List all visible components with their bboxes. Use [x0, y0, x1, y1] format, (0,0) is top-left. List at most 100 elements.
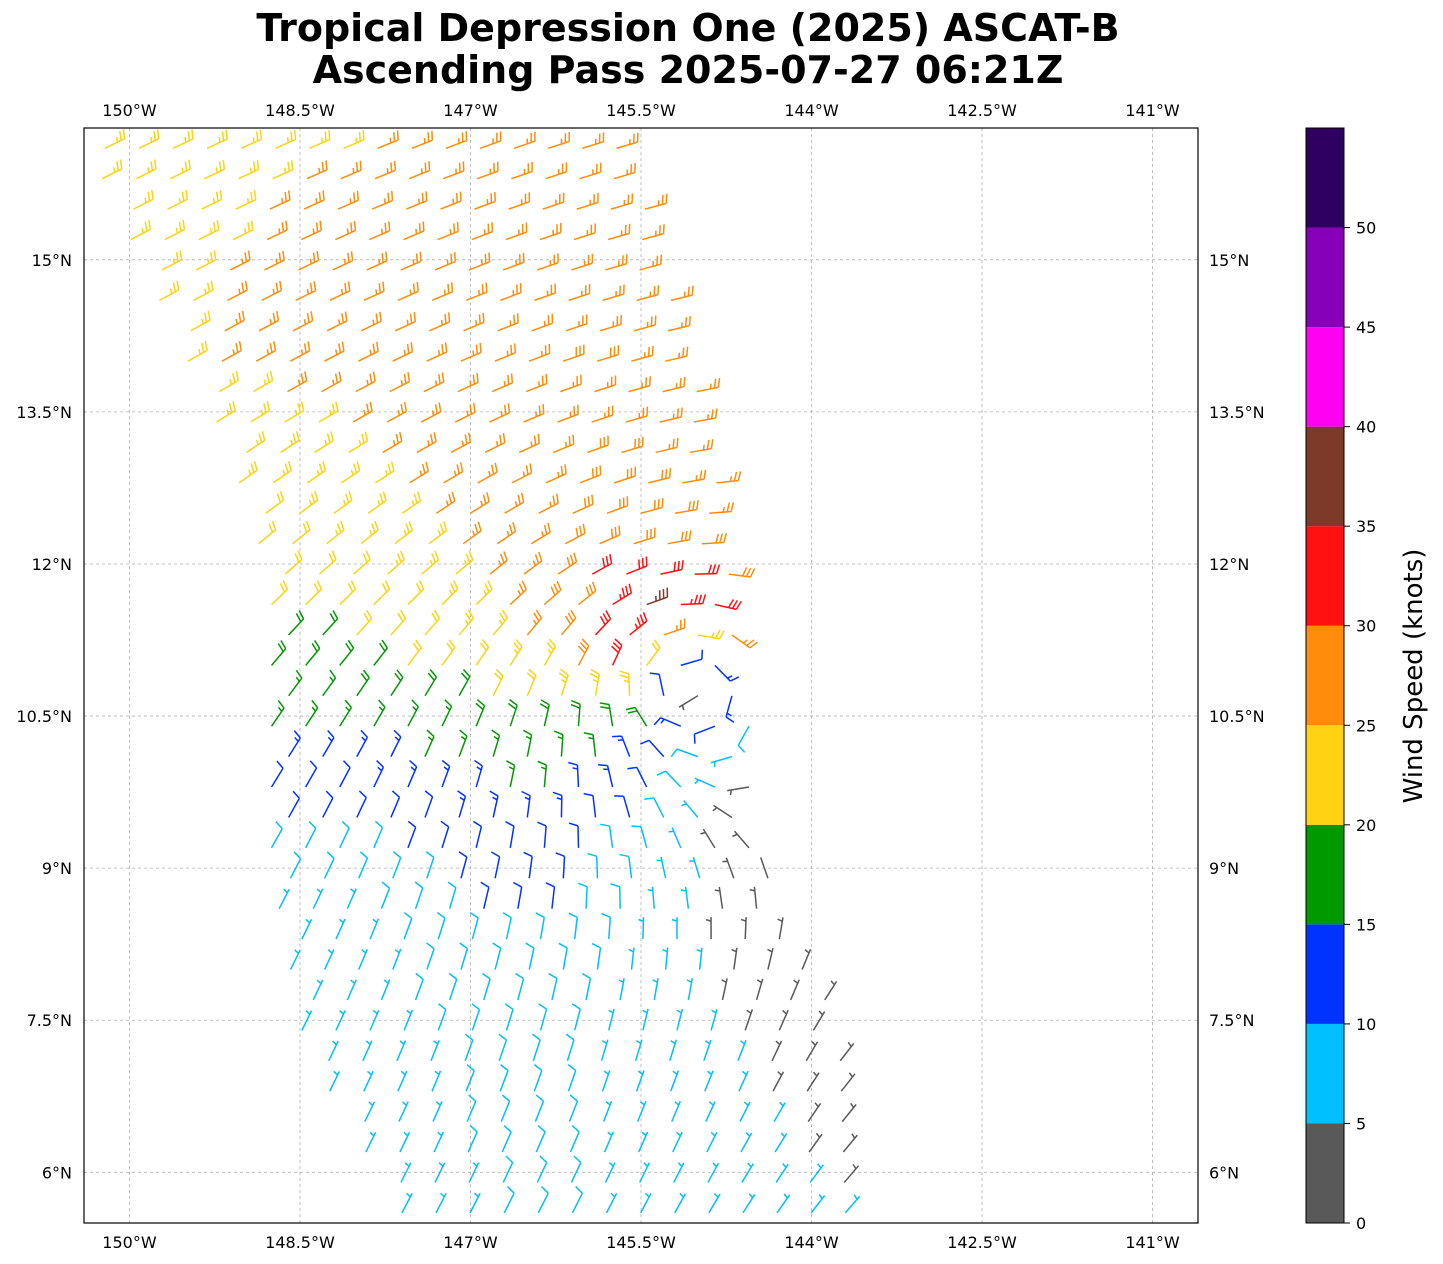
wind-barb	[497, 313, 519, 332]
wind-barb	[287, 371, 308, 393]
wind-barb	[539, 223, 562, 241]
wind-barb	[312, 888, 324, 910]
wind-barb	[639, 254, 663, 271]
wind-barb	[78, 99, 98, 118]
wind-barb	[270, 640, 287, 666]
wind-barb	[774, 1132, 788, 1153]
colorbar-bin	[1306, 1123, 1344, 1223]
wind-barbs	[78, 99, 861, 1214]
wind-barb	[568, 1094, 579, 1122]
wind-barb	[573, 223, 596, 241]
lon-tick-label-top: 141°W	[1125, 101, 1180, 120]
wind-barb	[411, 130, 434, 149]
wind-barb	[323, 851, 335, 879]
lat-tick-label-right: 7.5°N	[1209, 1011, 1254, 1030]
wind-barb	[238, 460, 258, 484]
wind-barb	[505, 222, 528, 241]
colorbar-bin	[1306, 625, 1344, 726]
wind-barb	[509, 638, 523, 666]
wind-barb	[406, 191, 428, 210]
wind-barb	[511, 463, 533, 484]
wind-barb	[538, 1003, 548, 1031]
wind-barb	[333, 491, 353, 514]
wind-barb	[275, 129, 297, 149]
wind-barb	[530, 522, 551, 545]
wind-barb	[441, 699, 453, 727]
wind-barb	[696, 377, 721, 393]
wind-barb	[377, 130, 399, 149]
wind-barb	[434, 1162, 446, 1183]
wind-barb	[633, 527, 656, 545]
wind-barb	[810, 1193, 826, 1214]
wind-barb	[587, 435, 609, 454]
wind-barb	[535, 1124, 546, 1153]
wind-barb	[537, 821, 547, 848]
wind-barb	[680, 649, 704, 667]
wind-barb	[636, 285, 660, 302]
wind-barb	[537, 760, 548, 788]
wind-barb	[460, 342, 482, 362]
colorbar-bin	[1306, 725, 1344, 825]
wind-barb	[771, 1040, 783, 1062]
wind-barb	[424, 609, 441, 636]
lon-tick-label-top: 145.5°W	[606, 101, 676, 120]
wind-barb	[390, 790, 401, 818]
wind-barb	[318, 550, 337, 575]
wind-barb	[503, 1185, 515, 1214]
wind-barb	[441, 759, 451, 788]
wind-barb	[369, 918, 380, 940]
wind-barb	[280, 431, 300, 454]
wind-barb	[528, 343, 551, 362]
wind-barb	[532, 1033, 541, 1062]
wind-barb	[591, 554, 613, 575]
wind-barb	[306, 461, 327, 484]
wind-barb	[523, 851, 533, 879]
wind-barb	[305, 639, 321, 666]
wind-barb	[710, 755, 733, 767]
wind-barb	[465, 1064, 475, 1092]
wind-barb	[618, 978, 625, 1001]
wind-barb	[326, 520, 345, 545]
wind-barb	[432, 1101, 443, 1122]
wind-barb	[469, 1192, 481, 1214]
wind-barb	[646, 587, 669, 606]
wind-barb	[714, 886, 724, 909]
wind-barb	[682, 469, 707, 484]
wind-barb	[300, 220, 322, 241]
wind-barb	[655, 437, 679, 454]
wind-barb	[629, 611, 648, 636]
wind-barb	[346, 888, 357, 909]
wind-barb	[253, 371, 274, 393]
wind-barb	[591, 942, 602, 970]
wind-barb	[613, 163, 636, 180]
wind-barb	[523, 403, 545, 423]
wind-barb	[326, 311, 348, 332]
wind-barb	[571, 1185, 584, 1214]
wind-barb	[195, 250, 217, 271]
wind-barb	[693, 725, 716, 744]
map-frame	[83, 127, 1199, 1224]
wind-barb	[491, 373, 514, 393]
wind-barb	[812, 1010, 826, 1031]
wind-barb	[464, 1033, 474, 1062]
wind-barb	[740, 917, 747, 940]
wind-barb	[600, 823, 614, 848]
colorbar-bin	[1306, 227, 1344, 328]
wind-barb	[443, 462, 464, 484]
wind-barb	[656, 856, 667, 879]
wind-barb	[612, 735, 631, 757]
wind-barb	[458, 851, 468, 879]
wind-barb	[665, 346, 689, 362]
wind-barb	[215, 99, 235, 117]
wind-barb	[433, 1131, 445, 1153]
wind-barb	[382, 431, 403, 454]
wind-barb	[373, 580, 391, 606]
wind-barb	[496, 522, 517, 545]
wind-barb	[775, 1162, 789, 1183]
wind-barb	[465, 282, 488, 302]
wind-barb	[581, 972, 592, 1001]
wind-barb	[716, 471, 742, 484]
wind-barb	[500, 283, 522, 302]
wind-barb	[498, 1033, 508, 1062]
wind-barb	[454, 402, 476, 423]
